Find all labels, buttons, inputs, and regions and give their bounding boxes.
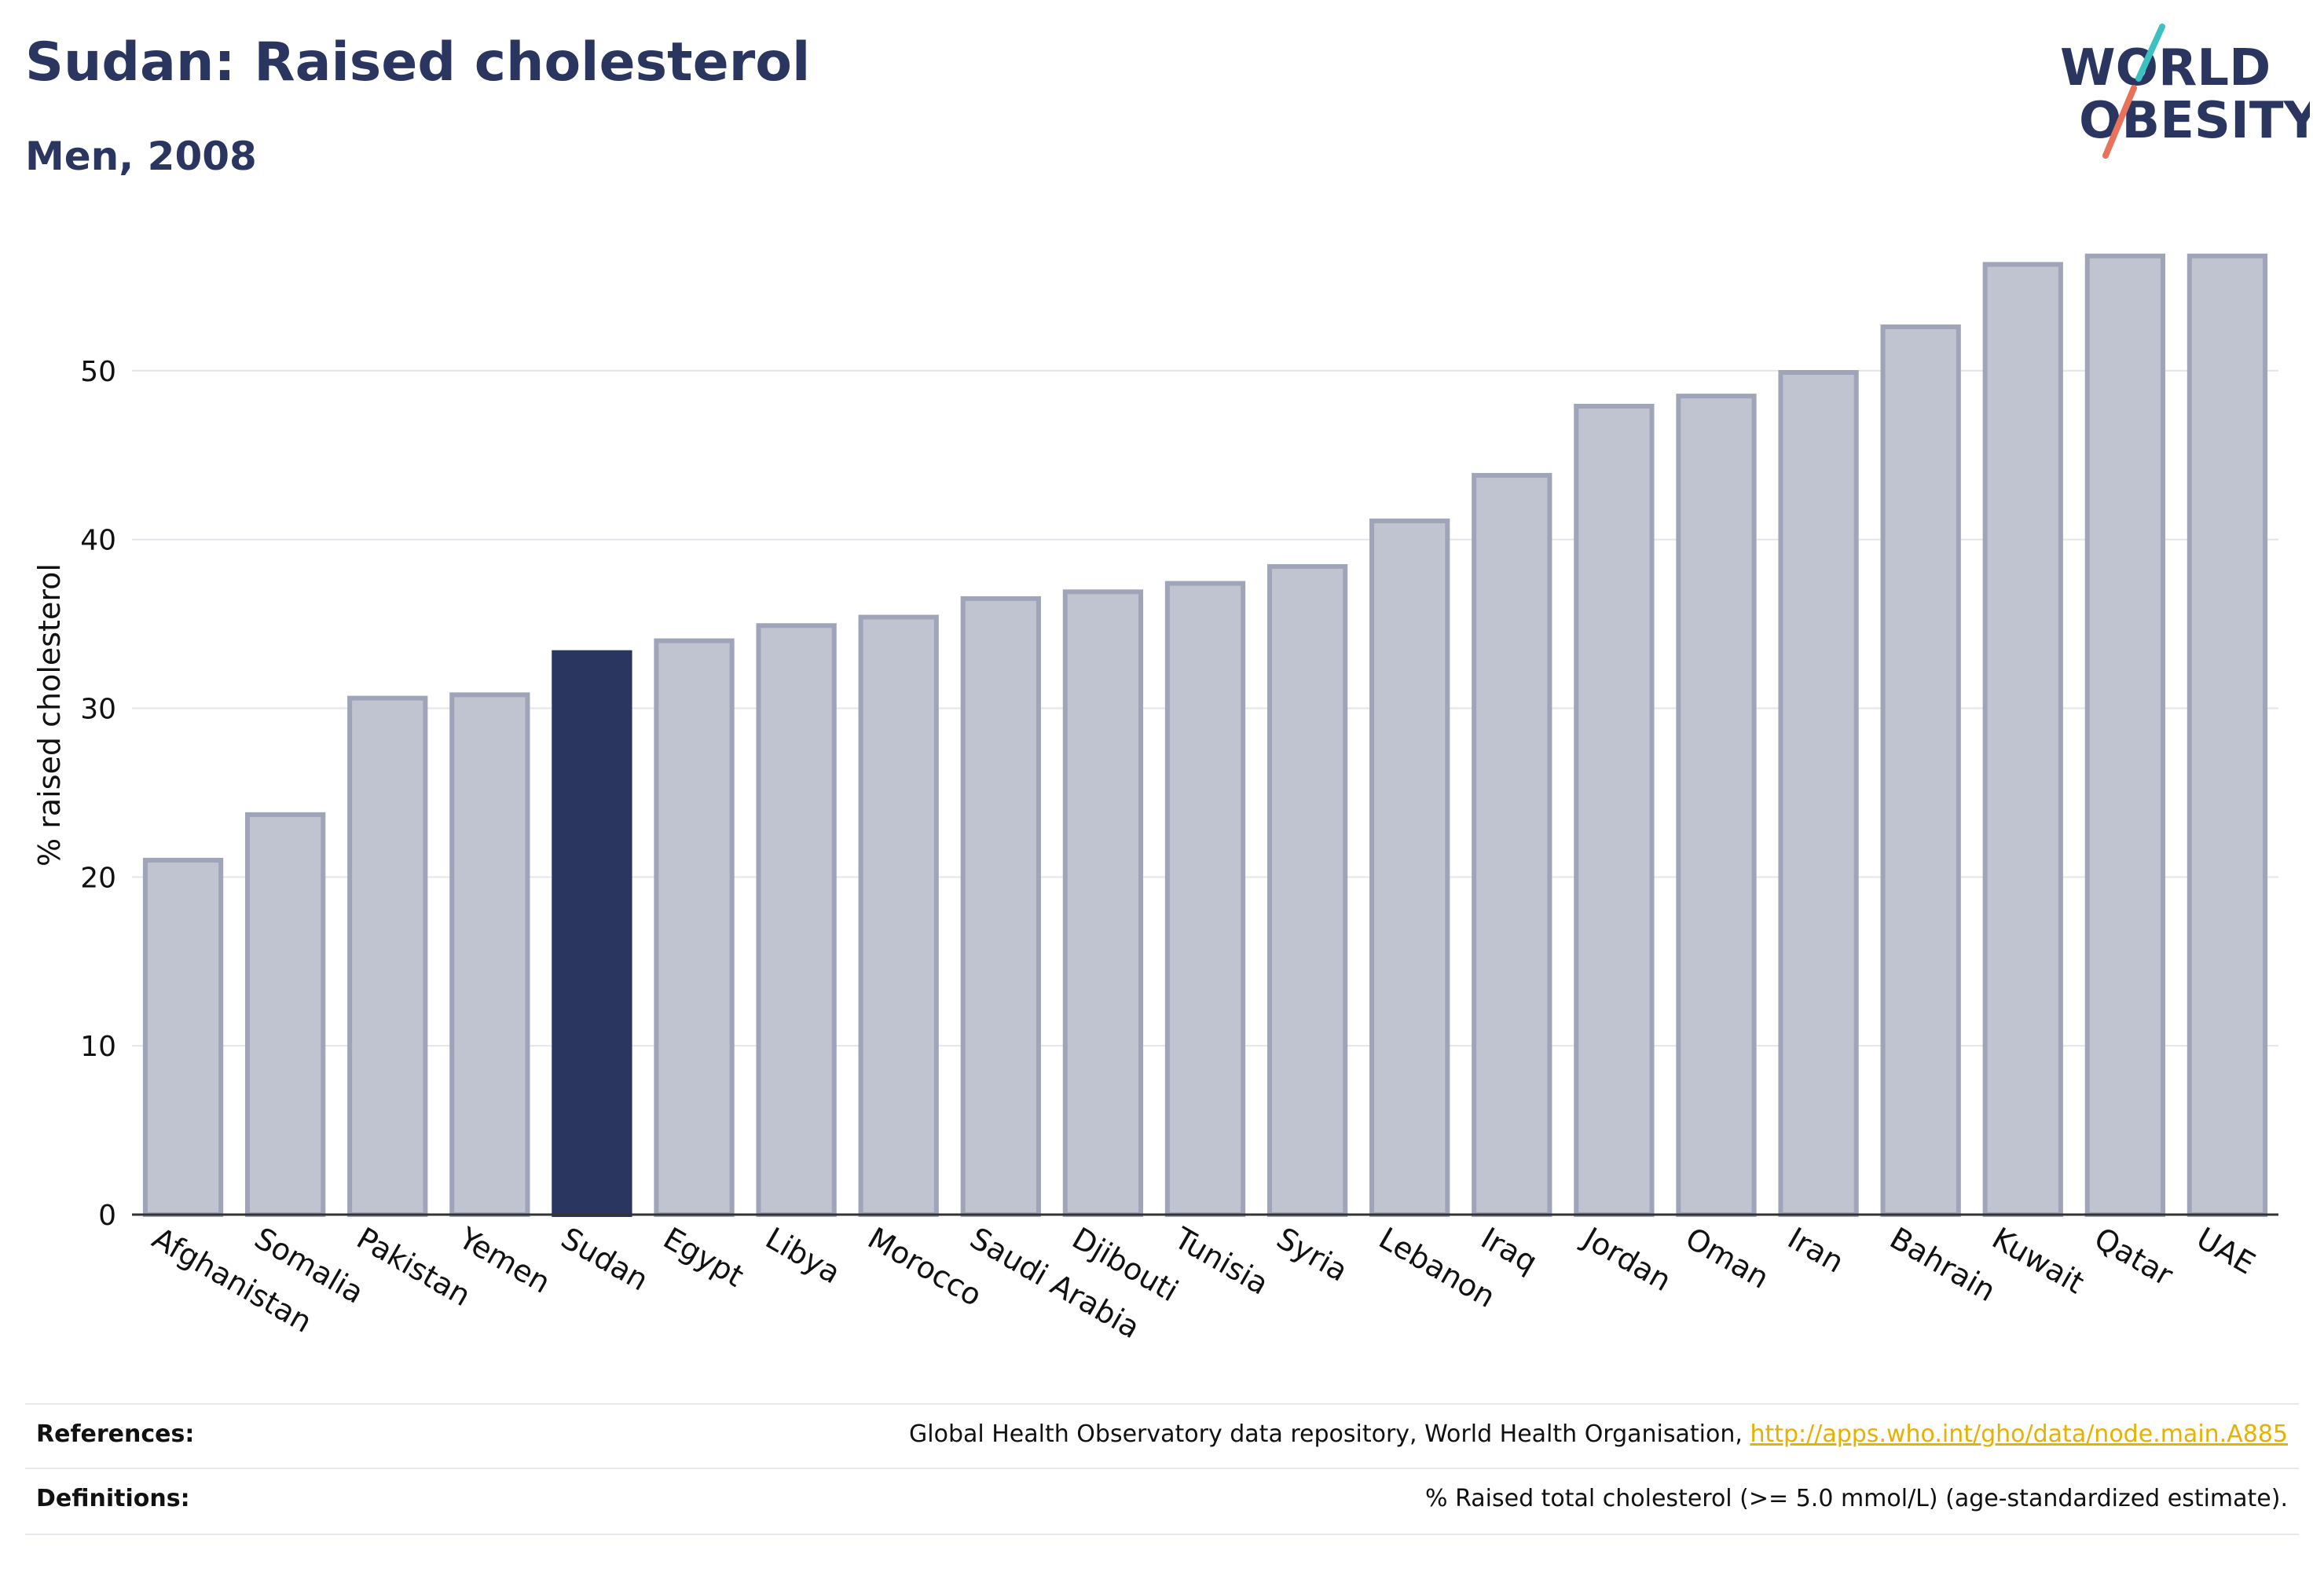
x-tick-label: Egypt	[658, 1221, 750, 1294]
bar-lebanon	[1369, 519, 1450, 1217]
bar-chart: 0 10 20 30 40 50 AfghanistanSomaliaPakistanYe…	[32, 253, 2278, 1346]
bar-oman	[1676, 394, 1757, 1218]
x-tick-label: UAE	[2190, 1221, 2260, 1281]
y-axis: 0 10 20 30 40 50	[80, 356, 116, 1232]
bar-sudan	[552, 650, 632, 1217]
x-tick-label: Tunisia	[1168, 1220, 1274, 1302]
x-tick-label: Jordan	[1576, 1220, 1677, 1299]
references-text: Global Health Observatory data repositor…	[909, 1420, 1750, 1448]
bar-jordan	[1574, 403, 1655, 1218]
world-obesity-logo: WORLD OBESITY	[2060, 24, 2310, 159]
x-tick-label: Iraq	[1475, 1221, 1543, 1280]
bar-yemen	[449, 692, 530, 1217]
bar-somalia	[245, 812, 326, 1218]
logo-slash-teal	[2135, 24, 2165, 82]
bar-kuwait	[1982, 262, 2063, 1218]
references-value: Global Health Observatory data repositor…	[909, 1420, 2288, 1448]
bar-afghanistan	[142, 857, 224, 1217]
bar-bahrain	[1880, 324, 1961, 1218]
bar-egypt	[654, 638, 735, 1217]
y-tick-label: 10	[80, 1031, 116, 1063]
x-tick-label: Pakistan	[351, 1221, 477, 1314]
bar-tunisia	[1164, 581, 1246, 1217]
x-tick-label: Iran	[1782, 1221, 1849, 1280]
bar-iraq	[1472, 473, 1552, 1217]
bar-iran	[1778, 370, 1859, 1217]
logo-word-world: WORLD	[2060, 39, 2271, 97]
x-tick-label: Oman	[1680, 1221, 1775, 1296]
x-tick-label: Saudi Arabia	[964, 1221, 1146, 1346]
bar-libya	[756, 623, 837, 1217]
x-tick-label: Kuwait	[1986, 1221, 2090, 1301]
x-tick-label: Qatar	[2088, 1221, 2179, 1293]
references-label: References:	[36, 1420, 195, 1448]
references-link[interactable]: http://apps.who.int/gho/data/node.main.A…	[1750, 1420, 2288, 1448]
bar-saudi-arabia	[960, 596, 1041, 1217]
y-tick-label: 0	[98, 1200, 116, 1232]
chart-title: Sudan: Raised cholesterol	[25, 31, 811, 93]
y-tick-label: 30	[80, 694, 116, 726]
y-tick-label: 50	[80, 356, 116, 388]
x-tick-label: Libya	[760, 1221, 846, 1291]
bar-morocco	[858, 614, 939, 1217]
x-tick-label: Lebanon	[1373, 1221, 1501, 1314]
x-tick-label: Bahrain	[1884, 1221, 2001, 1309]
y-axis-label: % raised cholesterol	[32, 563, 67, 867]
bars	[142, 253, 2268, 1218]
bar-uae	[2187, 253, 2268, 1217]
logo-slash-red	[2102, 85, 2137, 159]
definitions-row: Definitions: % Raised total cholesterol …	[25, 1468, 2299, 1535]
y-tick-label: 40	[80, 525, 116, 557]
x-tick-label: Morocco	[862, 1221, 988, 1314]
bar-djibouti	[1062, 589, 1144, 1217]
bar-qatar	[2084, 253, 2165, 1217]
chart-subtitle: Men, 2008	[25, 134, 257, 179]
definitions-value: % Raised total cholesterol (>= 5.0 mmol/…	[1425, 1485, 2288, 1512]
references-row: References: Global Health Observatory da…	[25, 1403, 2299, 1469]
bar-pakistan	[347, 695, 428, 1217]
x-tick-label: Syria	[1271, 1221, 1354, 1288]
y-tick-label: 20	[80, 862, 116, 894]
definitions-label: Definitions:	[36, 1485, 190, 1512]
x-tick-label: Sudan	[555, 1221, 654, 1298]
bar-syria	[1266, 564, 1348, 1217]
